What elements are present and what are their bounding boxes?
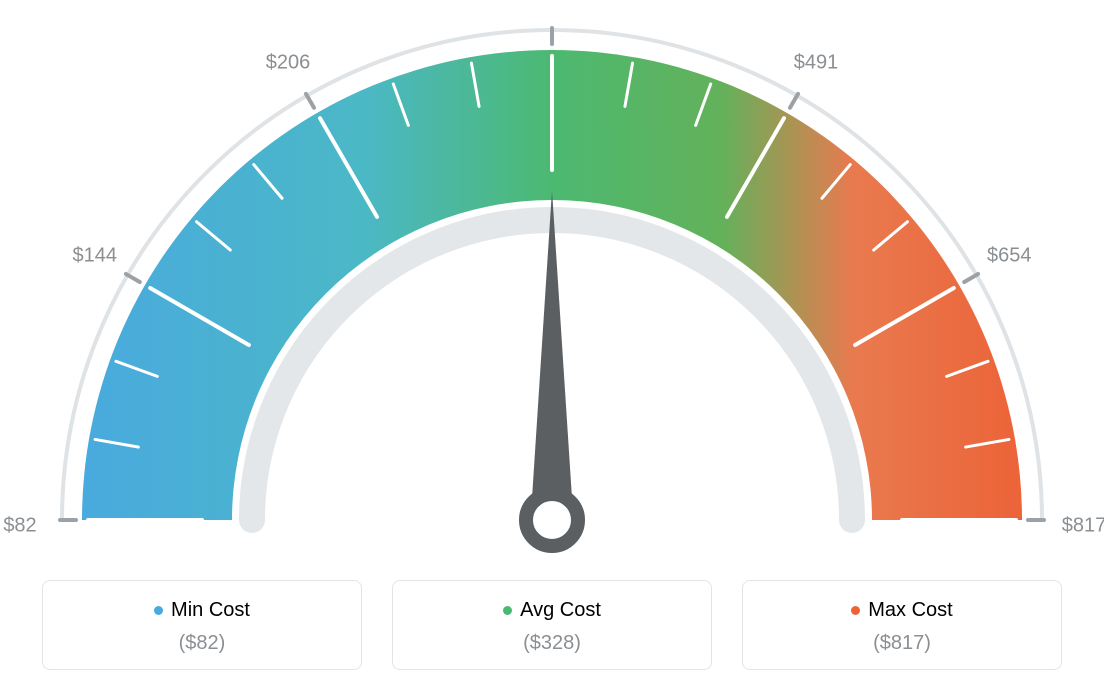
- gauge-tick-label: $144: [72, 245, 117, 268]
- dot-max: [851, 606, 860, 615]
- card-avg-cost: Avg Cost ($328): [392, 580, 712, 670]
- gauge-tick-label: $817: [1062, 515, 1104, 538]
- card-title-min: Min Cost: [43, 599, 361, 622]
- gauge-tick-label: $491: [794, 51, 839, 74]
- gauge-tick-label: $82: [3, 515, 36, 538]
- card-label-min: Min Cost: [171, 599, 250, 621]
- card-label-avg: Avg Cost: [520, 599, 601, 621]
- gauge-chart-container: $82$144$206$328$491$654$817 Min Cost ($8…: [0, 0, 1104, 690]
- card-title-max: Max Cost: [743, 599, 1061, 622]
- legend-row: Min Cost ($82) Avg Cost ($328) Max Cost …: [0, 580, 1104, 670]
- card-value-avg: ($328): [393, 632, 711, 655]
- gauge-tick-label: $654: [987, 245, 1032, 268]
- gauge-area: $82$144$206$328$491$654$817: [0, 0, 1104, 560]
- card-label-max: Max Cost: [868, 599, 952, 621]
- gauge-tick-label: $206: [266, 51, 311, 74]
- card-title-avg: Avg Cost: [393, 599, 711, 622]
- card-max-cost: Max Cost ($817): [742, 580, 1062, 670]
- card-value-max: ($817): [743, 632, 1061, 655]
- card-min-cost: Min Cost ($82): [42, 580, 362, 670]
- card-value-min: ($82): [43, 632, 361, 655]
- dot-min: [154, 606, 163, 615]
- gauge-svg: [22, 20, 1082, 560]
- dot-avg: [503, 606, 512, 615]
